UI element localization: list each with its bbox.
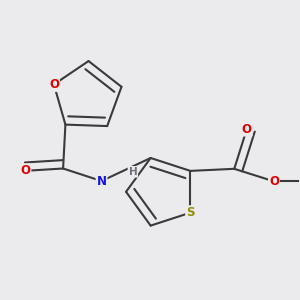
- Text: O: O: [49, 78, 59, 91]
- Text: H: H: [128, 167, 137, 177]
- Text: O: O: [269, 175, 279, 188]
- Text: O: O: [242, 123, 252, 136]
- Text: N: N: [97, 175, 106, 188]
- Text: S: S: [186, 206, 195, 219]
- Text: O: O: [20, 164, 31, 177]
